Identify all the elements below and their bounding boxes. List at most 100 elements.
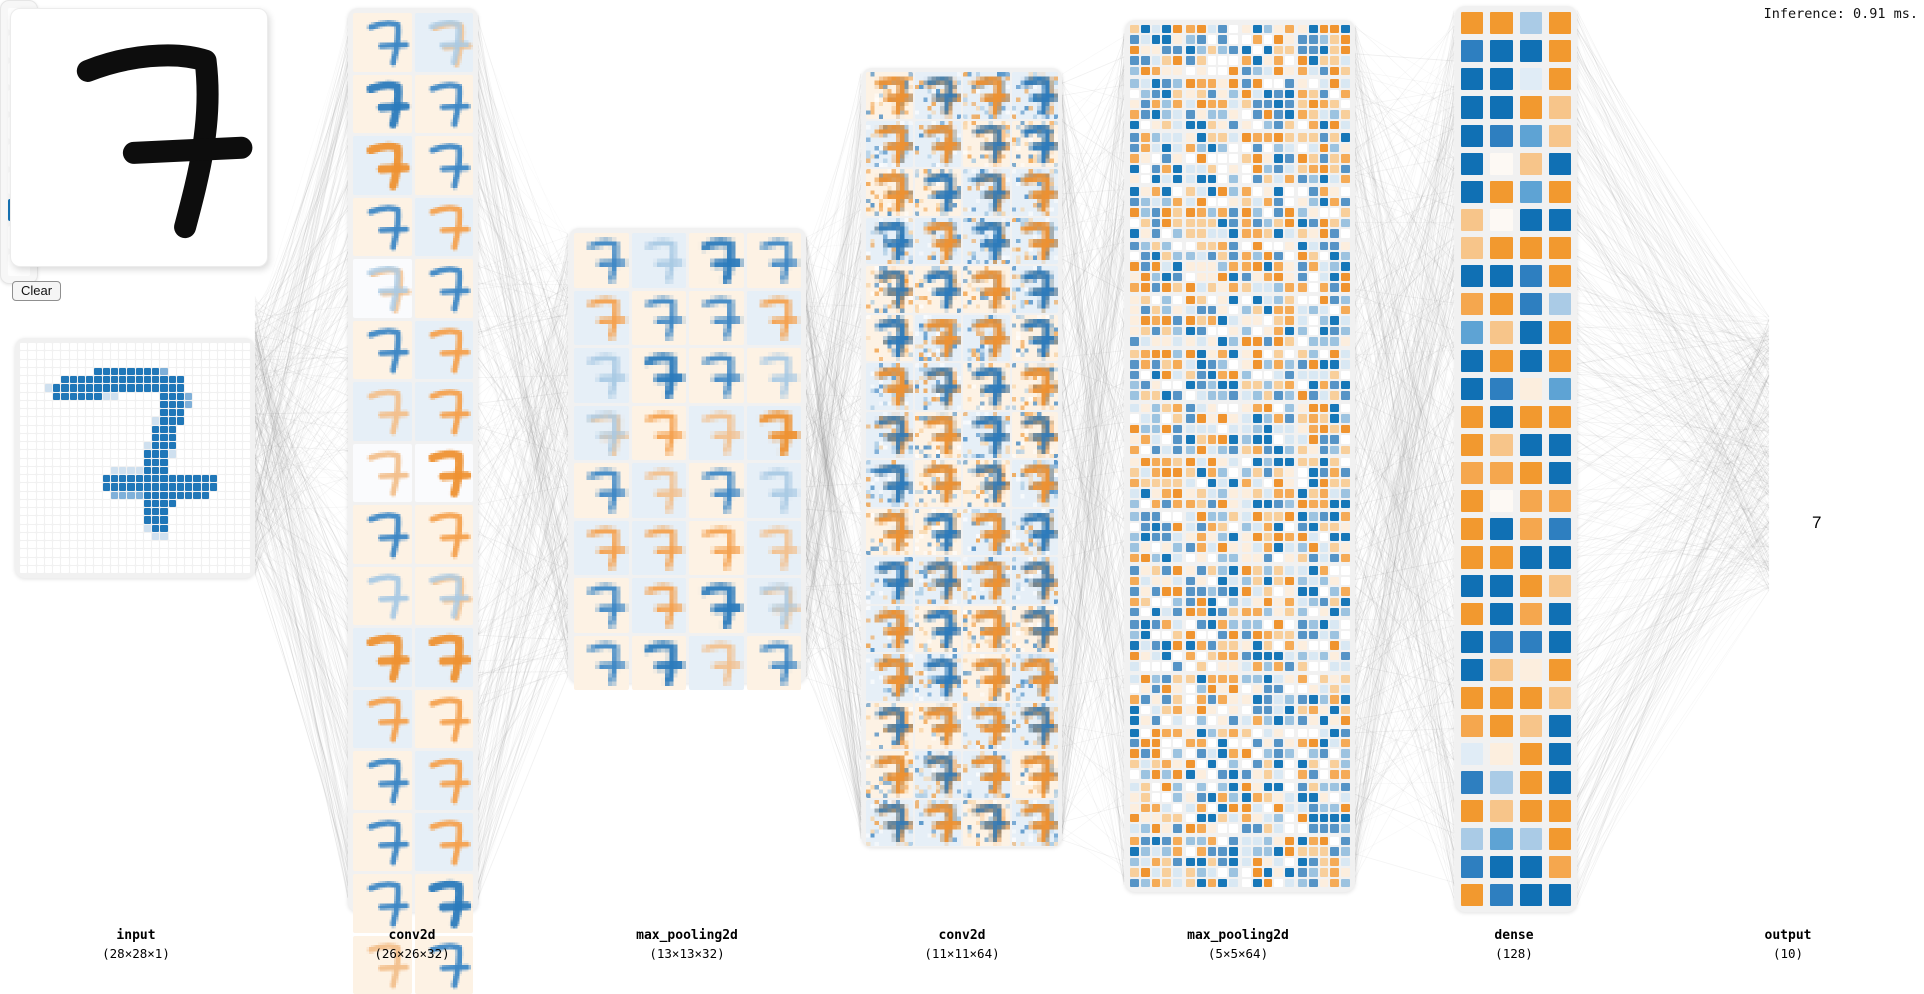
activation-cell bbox=[1152, 458, 1161, 466]
input-pixel bbox=[136, 360, 143, 367]
activation-cell bbox=[1309, 381, 1318, 389]
input-pixel bbox=[111, 467, 118, 474]
activation-cell bbox=[1186, 187, 1195, 195]
activation-cell bbox=[1274, 566, 1283, 574]
activation-cell bbox=[1186, 425, 1195, 433]
activation-cell bbox=[1162, 404, 1171, 412]
activation-cell bbox=[1197, 229, 1206, 237]
activation-cell bbox=[1309, 133, 1318, 141]
input-pixel bbox=[226, 409, 233, 416]
input-pixel bbox=[37, 351, 44, 358]
activation-cell bbox=[1242, 25, 1251, 33]
activation-cell bbox=[1162, 523, 1171, 531]
input-pixel bbox=[111, 475, 118, 482]
feature-map bbox=[415, 505, 474, 564]
input-pixel bbox=[235, 483, 242, 490]
input-pixel bbox=[20, 525, 27, 532]
activation-cell bbox=[1162, 262, 1171, 270]
input-pixel bbox=[119, 426, 126, 433]
input-pixel bbox=[210, 393, 217, 400]
input-pixel bbox=[127, 558, 134, 565]
input-pixel bbox=[20, 516, 27, 523]
activation-cell bbox=[1141, 133, 1150, 141]
activation-cell bbox=[1341, 446, 1350, 454]
activation-cell bbox=[1152, 79, 1161, 87]
activation-cell bbox=[1130, 100, 1139, 108]
dense-activation-cell bbox=[1520, 884, 1542, 906]
input-pixel bbox=[70, 351, 77, 358]
feature-map bbox=[866, 654, 913, 701]
activation-cell bbox=[1320, 381, 1329, 389]
input-pixel bbox=[45, 459, 52, 466]
input-pixel bbox=[53, 368, 60, 375]
activation-cell bbox=[1330, 381, 1339, 389]
activation-cell bbox=[1218, 100, 1227, 108]
activation-cell bbox=[1341, 662, 1350, 670]
dense-activation-cell bbox=[1461, 800, 1483, 822]
input-pixel bbox=[177, 483, 184, 490]
feature-map bbox=[1012, 509, 1059, 556]
activation-cell bbox=[1218, 543, 1227, 551]
pool2-feature-maps bbox=[1125, 20, 1355, 892]
activation-cell bbox=[1186, 296, 1195, 304]
input-pixel bbox=[37, 384, 44, 391]
activation-cell bbox=[1162, 652, 1171, 660]
activation-cell bbox=[1141, 566, 1150, 574]
activation-cell bbox=[1309, 489, 1318, 497]
activation-cell bbox=[1330, 675, 1339, 683]
activation-cell bbox=[1309, 695, 1318, 703]
dense-activation-cell bbox=[1520, 321, 1542, 343]
activation-cell bbox=[1141, 414, 1150, 422]
activation-cell bbox=[1130, 620, 1139, 628]
activation-cell bbox=[1218, 306, 1227, 314]
clear-button[interactable]: Clear bbox=[12, 281, 61, 301]
feature-map bbox=[866, 509, 913, 556]
pooled-map bbox=[1298, 25, 1350, 75]
activation-cell bbox=[1309, 425, 1318, 433]
activation-cell bbox=[1229, 847, 1238, 855]
activation-cell bbox=[1173, 425, 1182, 433]
activation-cell bbox=[1152, 208, 1161, 216]
input-pixel bbox=[45, 360, 52, 367]
input-pixel bbox=[103, 450, 110, 457]
feature-map bbox=[415, 690, 474, 749]
dense-activation-cell bbox=[1520, 546, 1542, 568]
input-pixel bbox=[28, 393, 35, 400]
input-pixel bbox=[160, 360, 167, 367]
input-pixel bbox=[185, 368, 192, 375]
input-pixel bbox=[61, 475, 68, 482]
activation-cell bbox=[1152, 729, 1161, 737]
activation-cell bbox=[1162, 252, 1171, 260]
dense-activation-cell bbox=[1490, 350, 1512, 372]
input-pixel bbox=[111, 351, 118, 358]
activation-cell bbox=[1173, 631, 1182, 639]
activation-cell bbox=[1309, 144, 1318, 152]
activation-cell bbox=[1298, 716, 1307, 724]
input-pixel bbox=[243, 558, 250, 565]
activation-cell bbox=[1208, 729, 1217, 737]
input-pixel bbox=[193, 558, 200, 565]
input-pixel bbox=[202, 401, 209, 408]
activation-cell bbox=[1186, 25, 1195, 33]
activation-cell bbox=[1330, 662, 1339, 670]
activation-cell bbox=[1130, 685, 1139, 693]
activation-cell bbox=[1341, 208, 1350, 216]
activation-cell bbox=[1264, 67, 1273, 75]
drawing-canvas[interactable] bbox=[10, 8, 268, 267]
activation-cell bbox=[1152, 631, 1161, 639]
activation-cell bbox=[1274, 500, 1283, 508]
activation-cell bbox=[1229, 587, 1238, 595]
pooled-map bbox=[1186, 783, 1238, 833]
activation-cell bbox=[1141, 479, 1150, 487]
input-pixel bbox=[160, 525, 167, 532]
activation-cell bbox=[1264, 804, 1273, 812]
activation-cell bbox=[1309, 598, 1318, 606]
dense-activation-cell bbox=[1490, 40, 1512, 62]
activation-cell bbox=[1197, 458, 1206, 466]
input-pixel bbox=[193, 467, 200, 474]
activation-cell bbox=[1253, 67, 1262, 75]
activation-cell bbox=[1229, 252, 1238, 260]
input-pixel bbox=[136, 558, 143, 565]
dense-activation-cell bbox=[1549, 856, 1571, 878]
input-pixel bbox=[119, 343, 126, 350]
